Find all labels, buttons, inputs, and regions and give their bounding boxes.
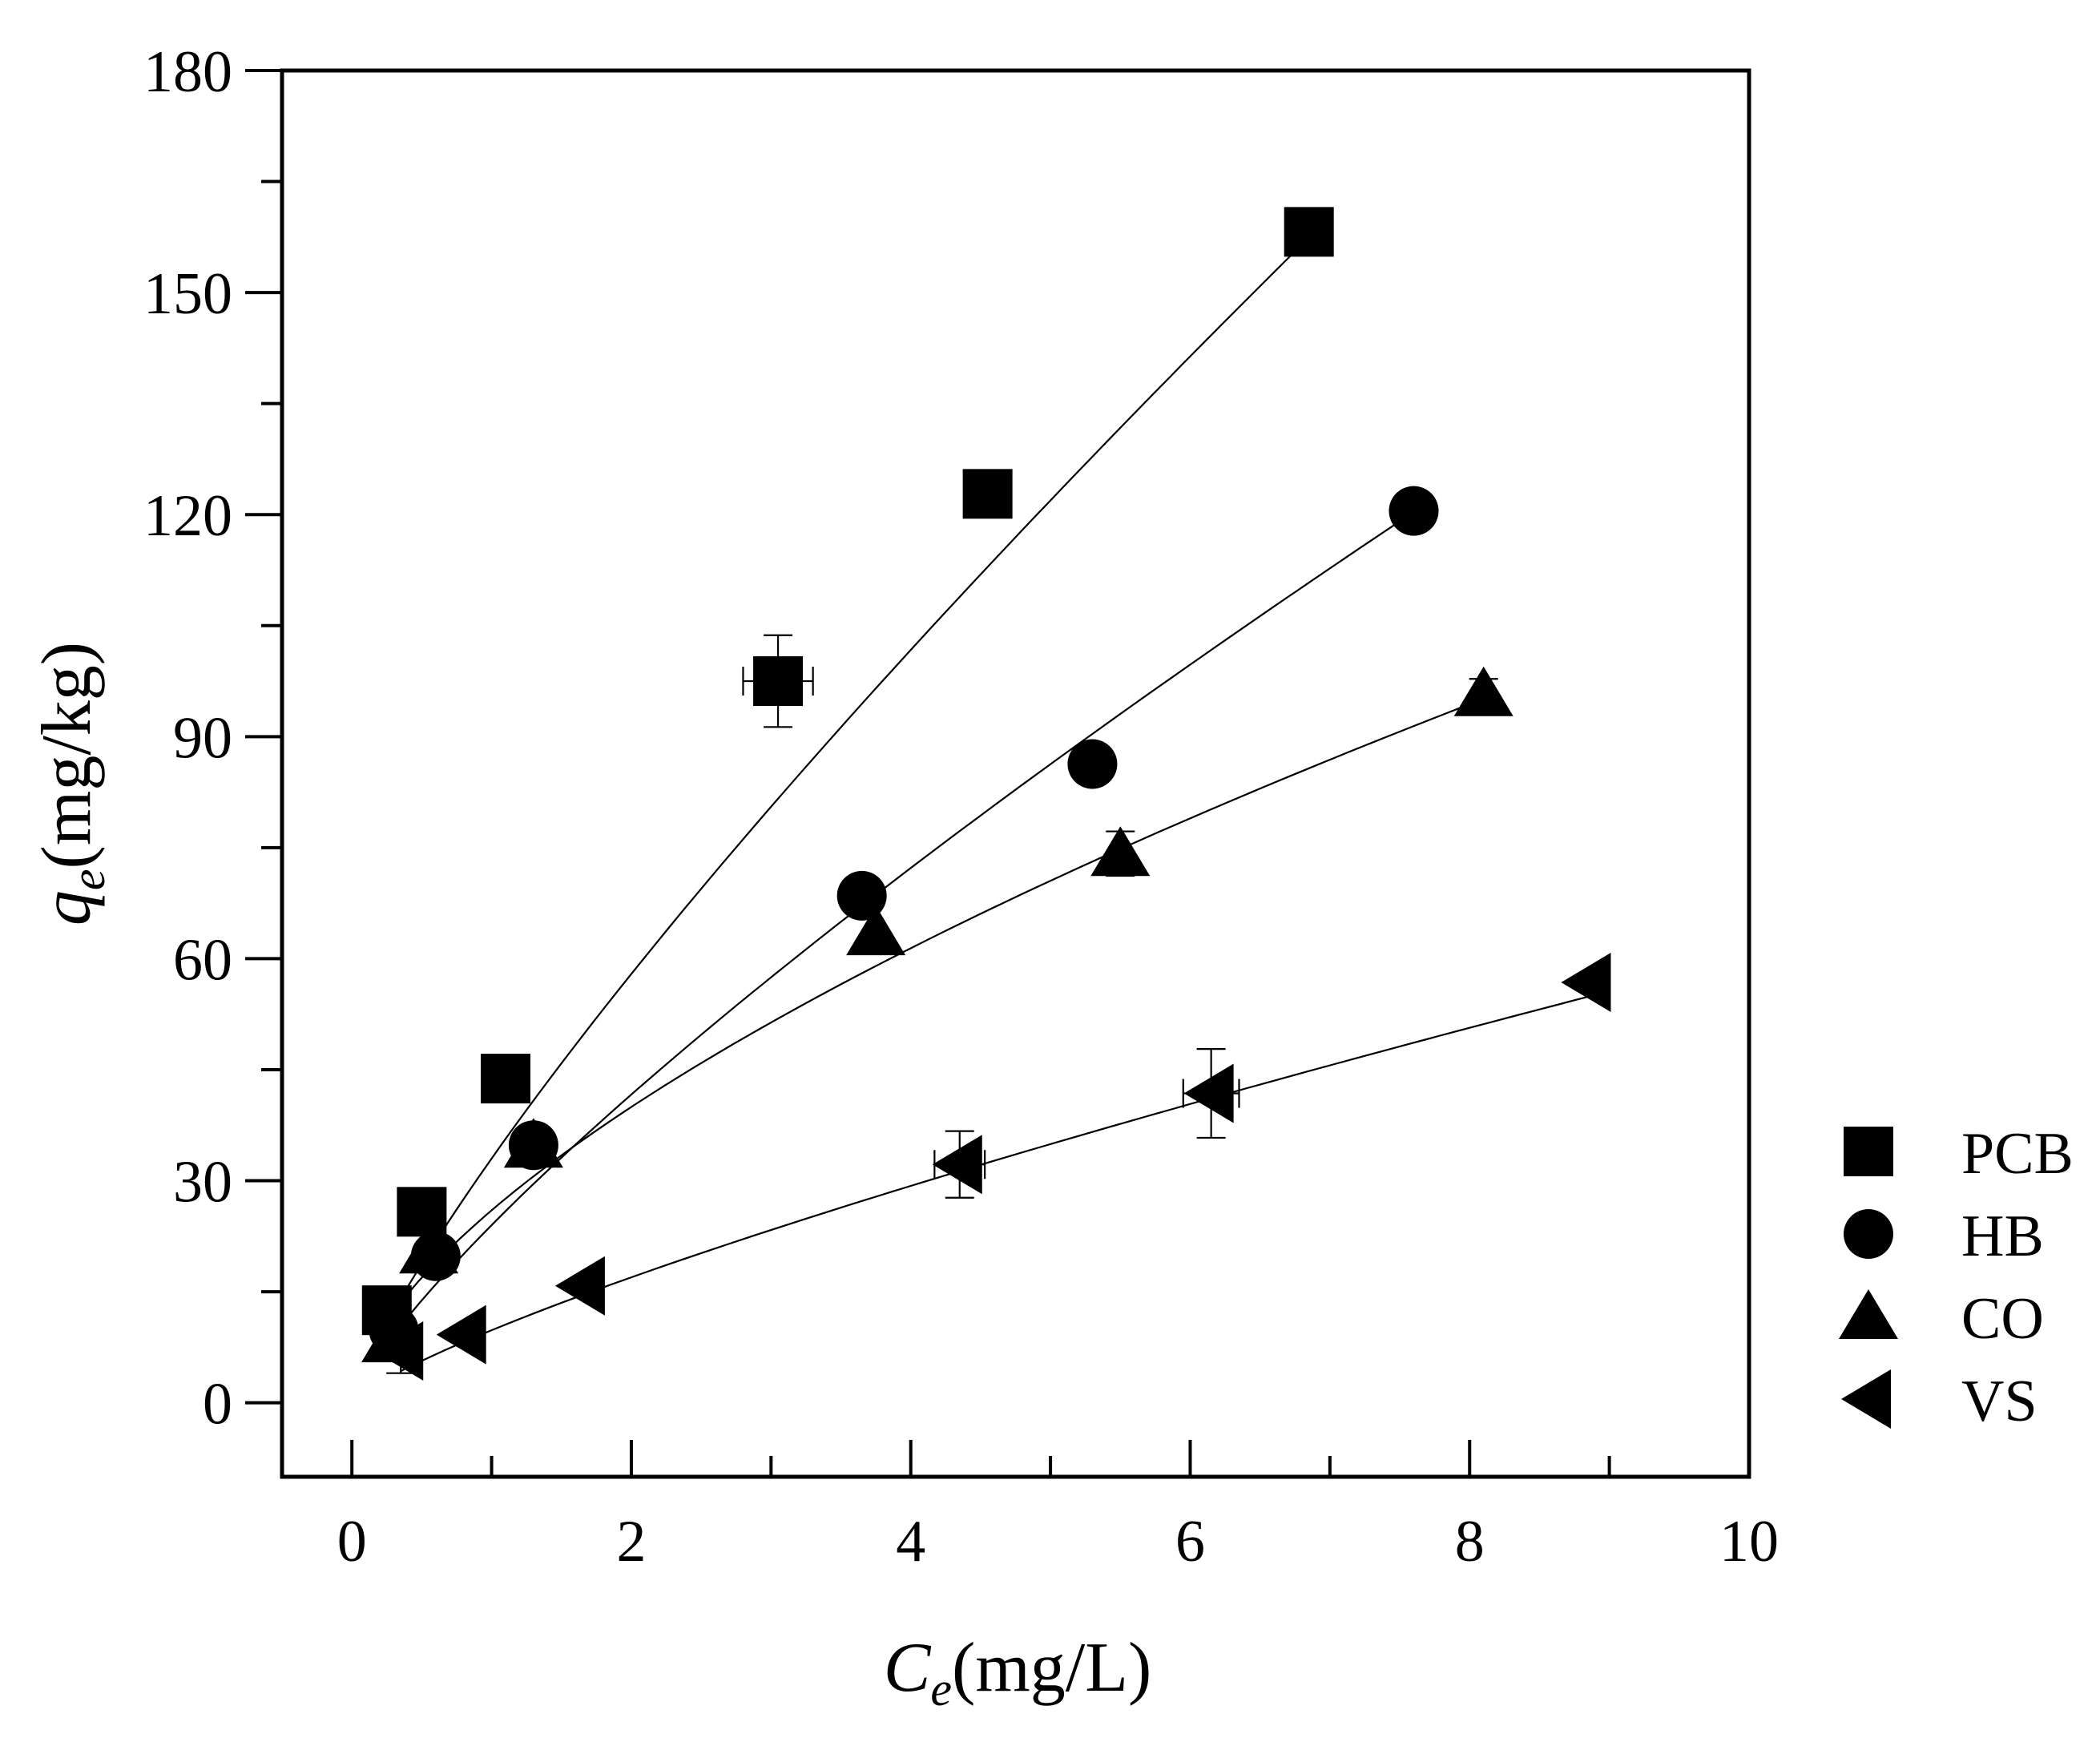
co-data-point (399, 1224, 459, 1274)
y-tick-label: 90 (173, 705, 232, 771)
x-tick-label: 8 (1455, 1509, 1485, 1575)
pcb-data-point (962, 469, 1013, 519)
legend-hb-marker (1844, 1209, 1893, 1259)
y-tick-label: 180 (143, 39, 232, 105)
pcb-data-point (1284, 207, 1334, 257)
vs-data-point (373, 1321, 424, 1381)
x-axis-unit: (mg/L) (952, 1629, 1151, 1707)
vs-data-point (1183, 1063, 1234, 1123)
legend-pcb-marker (1844, 1127, 1893, 1176)
data-points-layer (361, 207, 1611, 1381)
x-axis-subscript: e (930, 1663, 952, 1716)
hb-fit-curve (393, 510, 1415, 1336)
co-data-point (846, 905, 906, 956)
legend-hb-label: HB (1961, 1204, 2044, 1269)
legend-pcb-label: PCB (1961, 1121, 2074, 1187)
pcb-data-point (397, 1187, 447, 1237)
co-data-point (1453, 666, 1514, 716)
x-tick-label: 10 (1719, 1509, 1779, 1575)
axis-ticks-layer: 0 2 4 6 8 10 0 30 60 90 120 150 180 (143, 39, 1779, 1575)
co-data-point (503, 1118, 563, 1168)
vs-data-point (1561, 952, 1611, 1012)
pcb-fit-curve (385, 236, 1310, 1325)
y-axis-title: qe(mg/kg) (28, 642, 115, 925)
error-bars-layer (386, 634, 1498, 1374)
x-tick-label: 0 (337, 1509, 367, 1575)
legend-co-marker (1839, 1289, 1898, 1339)
hb-data-point (1389, 486, 1439, 536)
hb-data-point (1067, 739, 1118, 789)
y-axis-unit: (mg/kg) (28, 642, 106, 869)
y-tick-label: 60 (173, 927, 232, 993)
x-axis-title: Ce(mg/L) (884, 1629, 1152, 1716)
legend: PCB HB CO VS (1839, 1121, 2074, 1434)
y-axis-subscript: e (62, 869, 115, 890)
y-tick-label: 30 (173, 1150, 232, 1216)
y-axis-symbol: q (28, 890, 106, 925)
vs-data-point (554, 1256, 605, 1316)
y-tick-label: 120 (143, 483, 232, 549)
legend-vs-marker (1841, 1369, 1891, 1429)
y-tick-label: 150 (143, 261, 232, 327)
x-tick-label: 4 (896, 1509, 925, 1575)
x-tick-label: 6 (1175, 1509, 1205, 1575)
vs-data-point (932, 1135, 982, 1195)
y-tick-label: 0 (203, 1372, 232, 1438)
fit-curves-layer (385, 236, 1589, 1373)
legend-vs-label: VS (1961, 1369, 2038, 1434)
plot-frame (280, 68, 1751, 1479)
x-tick-label: 2 (616, 1509, 646, 1575)
co-fit-curve (390, 698, 1485, 1317)
vs-fit-curve (400, 995, 1589, 1373)
co-data-point (1090, 826, 1151, 877)
x-axis-symbol: C (884, 1629, 932, 1707)
pcb-data-point (753, 656, 804, 707)
pcb-data-point (481, 1054, 531, 1104)
legend-co-label: CO (1961, 1286, 2044, 1352)
vs-data-point (436, 1304, 486, 1365)
